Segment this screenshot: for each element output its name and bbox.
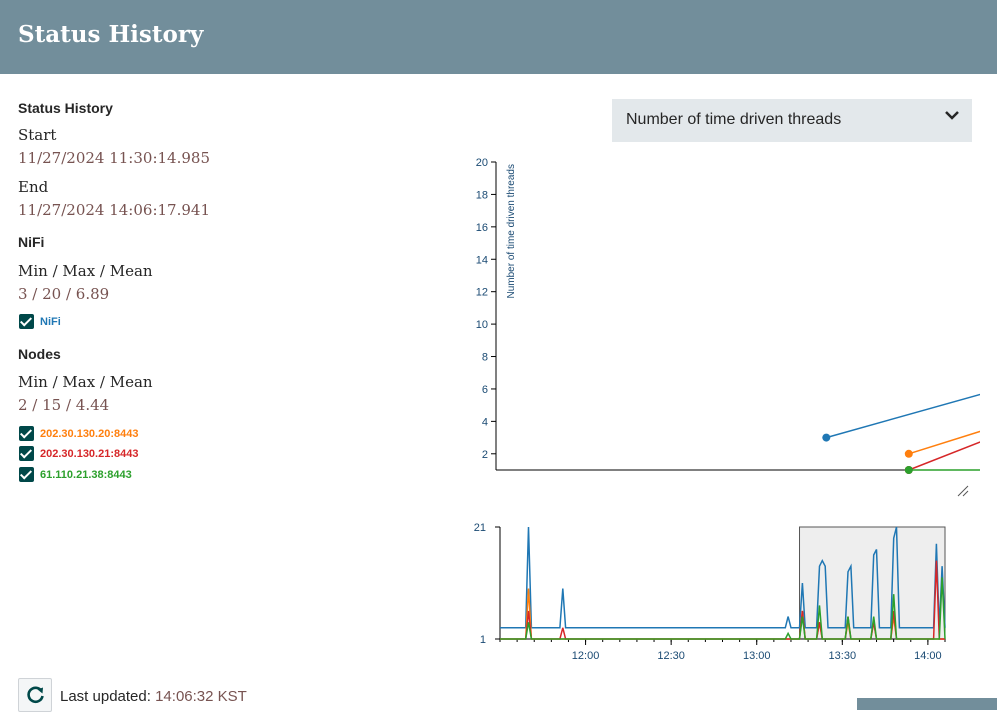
series-61-110-21-38-8443 xyxy=(904,466,980,474)
nifi-heading: NiFi xyxy=(18,234,45,250)
series-202-30-130-20-8443 xyxy=(904,430,980,458)
end-value: 11/27/2024 14:06:17.941 xyxy=(18,201,210,219)
nodes-stats-value: 2 / 15 / 4.44 xyxy=(18,396,110,414)
refresh-icon xyxy=(27,686,44,704)
chevron-down-icon[interactable] xyxy=(944,107,960,128)
header-bar: Status History xyxy=(0,0,997,74)
x-tick-label: 13:30 xyxy=(829,650,857,662)
last-updated: Last updated: 14:06:32 KST xyxy=(60,688,247,705)
nodes-stats-label: Min / Max / Mean xyxy=(18,373,153,391)
details-heading: Status History xyxy=(18,100,113,116)
resize-handle-line xyxy=(962,490,969,497)
overview-series-nifi xyxy=(500,526,946,629)
nodes-heading: Nodes xyxy=(18,346,61,362)
y-tick-label: 2 xyxy=(482,449,488,461)
main-chart[interactable]: 246810121416182013:1513:3013:4514:00Numb… xyxy=(460,150,980,505)
series-line xyxy=(908,441,980,471)
last-updated-label: Last updated: xyxy=(60,688,151,705)
data-point[interactable] xyxy=(904,466,913,474)
x-tick-label: 13:00 xyxy=(743,650,771,662)
y-tick-label: 20 xyxy=(476,157,488,169)
x-tick-label: 12:00 xyxy=(572,650,600,662)
resize-handle-line xyxy=(957,485,969,497)
y-tick-label: 1 xyxy=(480,634,486,646)
node-checkbox[interactable] xyxy=(19,467,34,482)
x-tick-label: 12:30 xyxy=(657,650,685,662)
series-line xyxy=(826,393,980,439)
y-tick-label: 18 xyxy=(476,189,488,201)
data-point[interactable] xyxy=(822,433,831,442)
node-checkbox[interactable] xyxy=(19,426,34,441)
nifi-stats-label: Min / Max / Mean xyxy=(18,262,153,280)
node-label[interactable]: 202.30.130.21:8443 xyxy=(40,448,139,460)
node-checkbox[interactable] xyxy=(19,446,34,461)
series-202-30-130-21-8443 xyxy=(904,441,980,474)
data-point[interactable] xyxy=(904,449,913,458)
y-axis-label: Number of time driven threads xyxy=(506,164,517,299)
end-label: End xyxy=(18,178,49,196)
page-title: Status History xyxy=(18,21,204,48)
y-tick-label: 12 xyxy=(476,287,488,299)
overview-series-61-110-21-38-8443 xyxy=(500,577,946,640)
y-tick-label: 8 xyxy=(482,352,488,364)
resize-handle-icon[interactable] xyxy=(957,485,969,497)
metric-select[interactable]: Number of time driven threads xyxy=(612,99,972,142)
nifi-series-label[interactable]: NiFi xyxy=(40,316,61,328)
start-value: 11/27/2024 11:30:14.985 xyxy=(18,149,210,167)
start-label: Start xyxy=(18,126,57,144)
last-updated-value: 14:06:32 KST xyxy=(155,688,247,705)
nifi-checkbox[interactable] xyxy=(19,314,34,329)
y-tick-label: 16 xyxy=(476,222,488,234)
close-button[interactable] xyxy=(857,698,997,710)
refresh-button[interactable] xyxy=(18,678,52,712)
overview-chart[interactable]: 1 21 12:00 12:30 13:00 13:30 14:00 xyxy=(460,515,960,675)
series-nifi xyxy=(822,393,980,442)
node-label[interactable]: 202.30.130.20:8443 xyxy=(40,428,139,440)
y-tick-label: 21 xyxy=(474,522,486,534)
series-line xyxy=(908,430,980,455)
metric-select-value: Number of time driven threads xyxy=(626,111,842,128)
node-label[interactable]: 61.110.21.38:8443 xyxy=(40,469,132,481)
nifi-stats-value: 3 / 20 / 6.89 xyxy=(18,285,110,303)
y-tick-label: 14 xyxy=(476,254,488,266)
x-tick-label: 14:00 xyxy=(914,650,942,662)
y-tick-label: 4 xyxy=(482,416,488,428)
y-tick-label: 6 xyxy=(482,384,488,396)
y-tick-label: 10 xyxy=(476,319,488,331)
